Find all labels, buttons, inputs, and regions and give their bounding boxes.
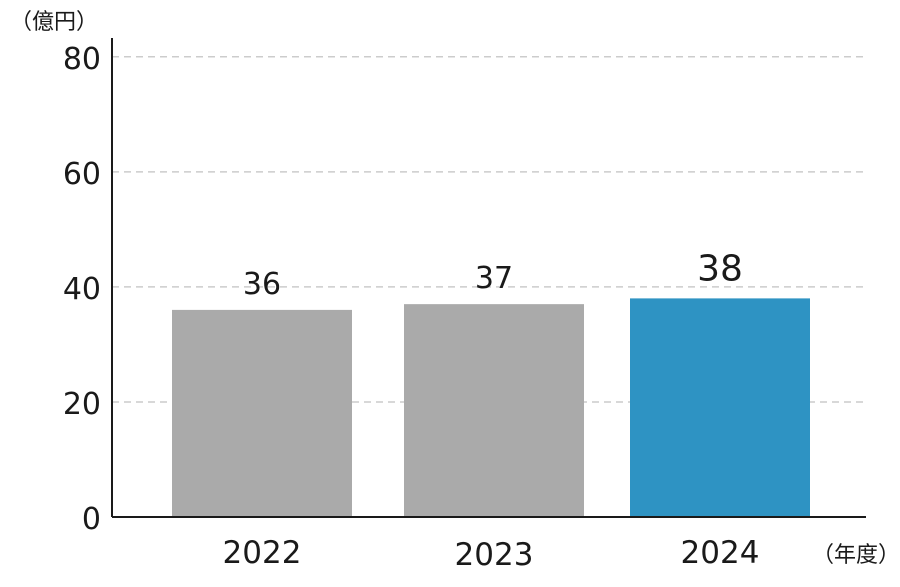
x-axis-unit-label: （年度） <box>812 543 900 568</box>
bar-layer: 36 37 38 <box>172 248 810 517</box>
y-tick-label: 60 <box>63 157 101 192</box>
y-tick-label: 20 <box>63 387 101 422</box>
data-label: 38 <box>697 248 743 289</box>
y-tick-label: 40 <box>63 272 101 307</box>
x-tick-label: 2023 <box>455 537 534 573</box>
y-tick-label: 0 <box>82 502 101 537</box>
bar-2024 <box>630 298 810 517</box>
data-label: 36 <box>243 267 281 302</box>
y-axis-unit-label: （億円） <box>10 10 98 35</box>
x-tick-label: 2022 <box>223 535 302 571</box>
bar-2022 <box>172 309 352 517</box>
data-label: 37 <box>475 261 513 296</box>
bar-2023 <box>404 304 584 517</box>
x-tick-label: 2024 <box>681 535 760 571</box>
axis-layer: 0 20 40 60 80 2022 2023 2024 <box>63 38 866 573</box>
y-tick-label: 80 <box>63 42 101 77</box>
